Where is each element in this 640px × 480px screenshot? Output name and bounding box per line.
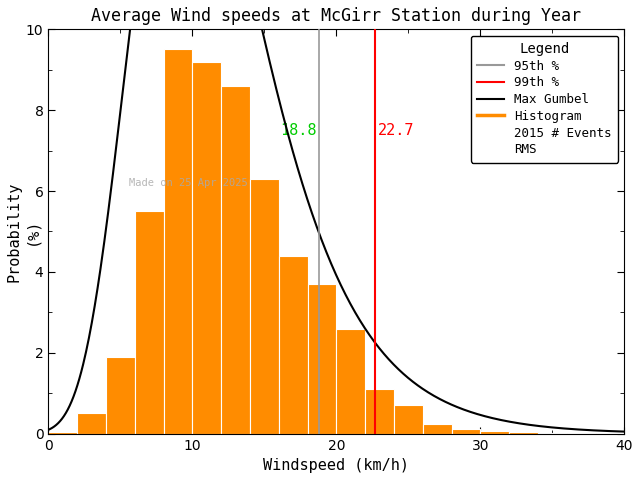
Bar — [135, 211, 164, 433]
Bar — [365, 389, 394, 433]
Bar — [337, 328, 365, 433]
Bar — [193, 61, 221, 433]
Bar — [509, 432, 538, 433]
Bar — [49, 432, 77, 433]
Text: 18.8: 18.8 — [280, 123, 316, 138]
Text: Made on 25 Apr 2025: Made on 25 Apr 2025 — [129, 178, 248, 188]
Bar — [221, 86, 250, 433]
Bar — [106, 357, 135, 433]
Title: Average Wind speeds at McGirr Station during Year: Average Wind speeds at McGirr Station du… — [92, 7, 581, 25]
Text: 22.7: 22.7 — [378, 123, 415, 138]
Bar — [250, 179, 279, 433]
Bar — [308, 284, 337, 433]
Bar — [481, 431, 509, 433]
Legend: 95th %, 99th %, Max Gumbel, Histogram, 2015 # Events, RMS: 95th %, 99th %, Max Gumbel, Histogram, 2… — [470, 36, 618, 163]
Bar — [452, 429, 481, 433]
Bar — [77, 413, 106, 433]
Bar — [423, 423, 452, 433]
Bar — [279, 256, 308, 433]
Bar — [164, 49, 193, 433]
X-axis label: Windspeed (km/h): Windspeed (km/h) — [263, 458, 410, 473]
Y-axis label: Probability
(%): Probability (%) — [7, 181, 39, 282]
Bar — [394, 405, 423, 433]
